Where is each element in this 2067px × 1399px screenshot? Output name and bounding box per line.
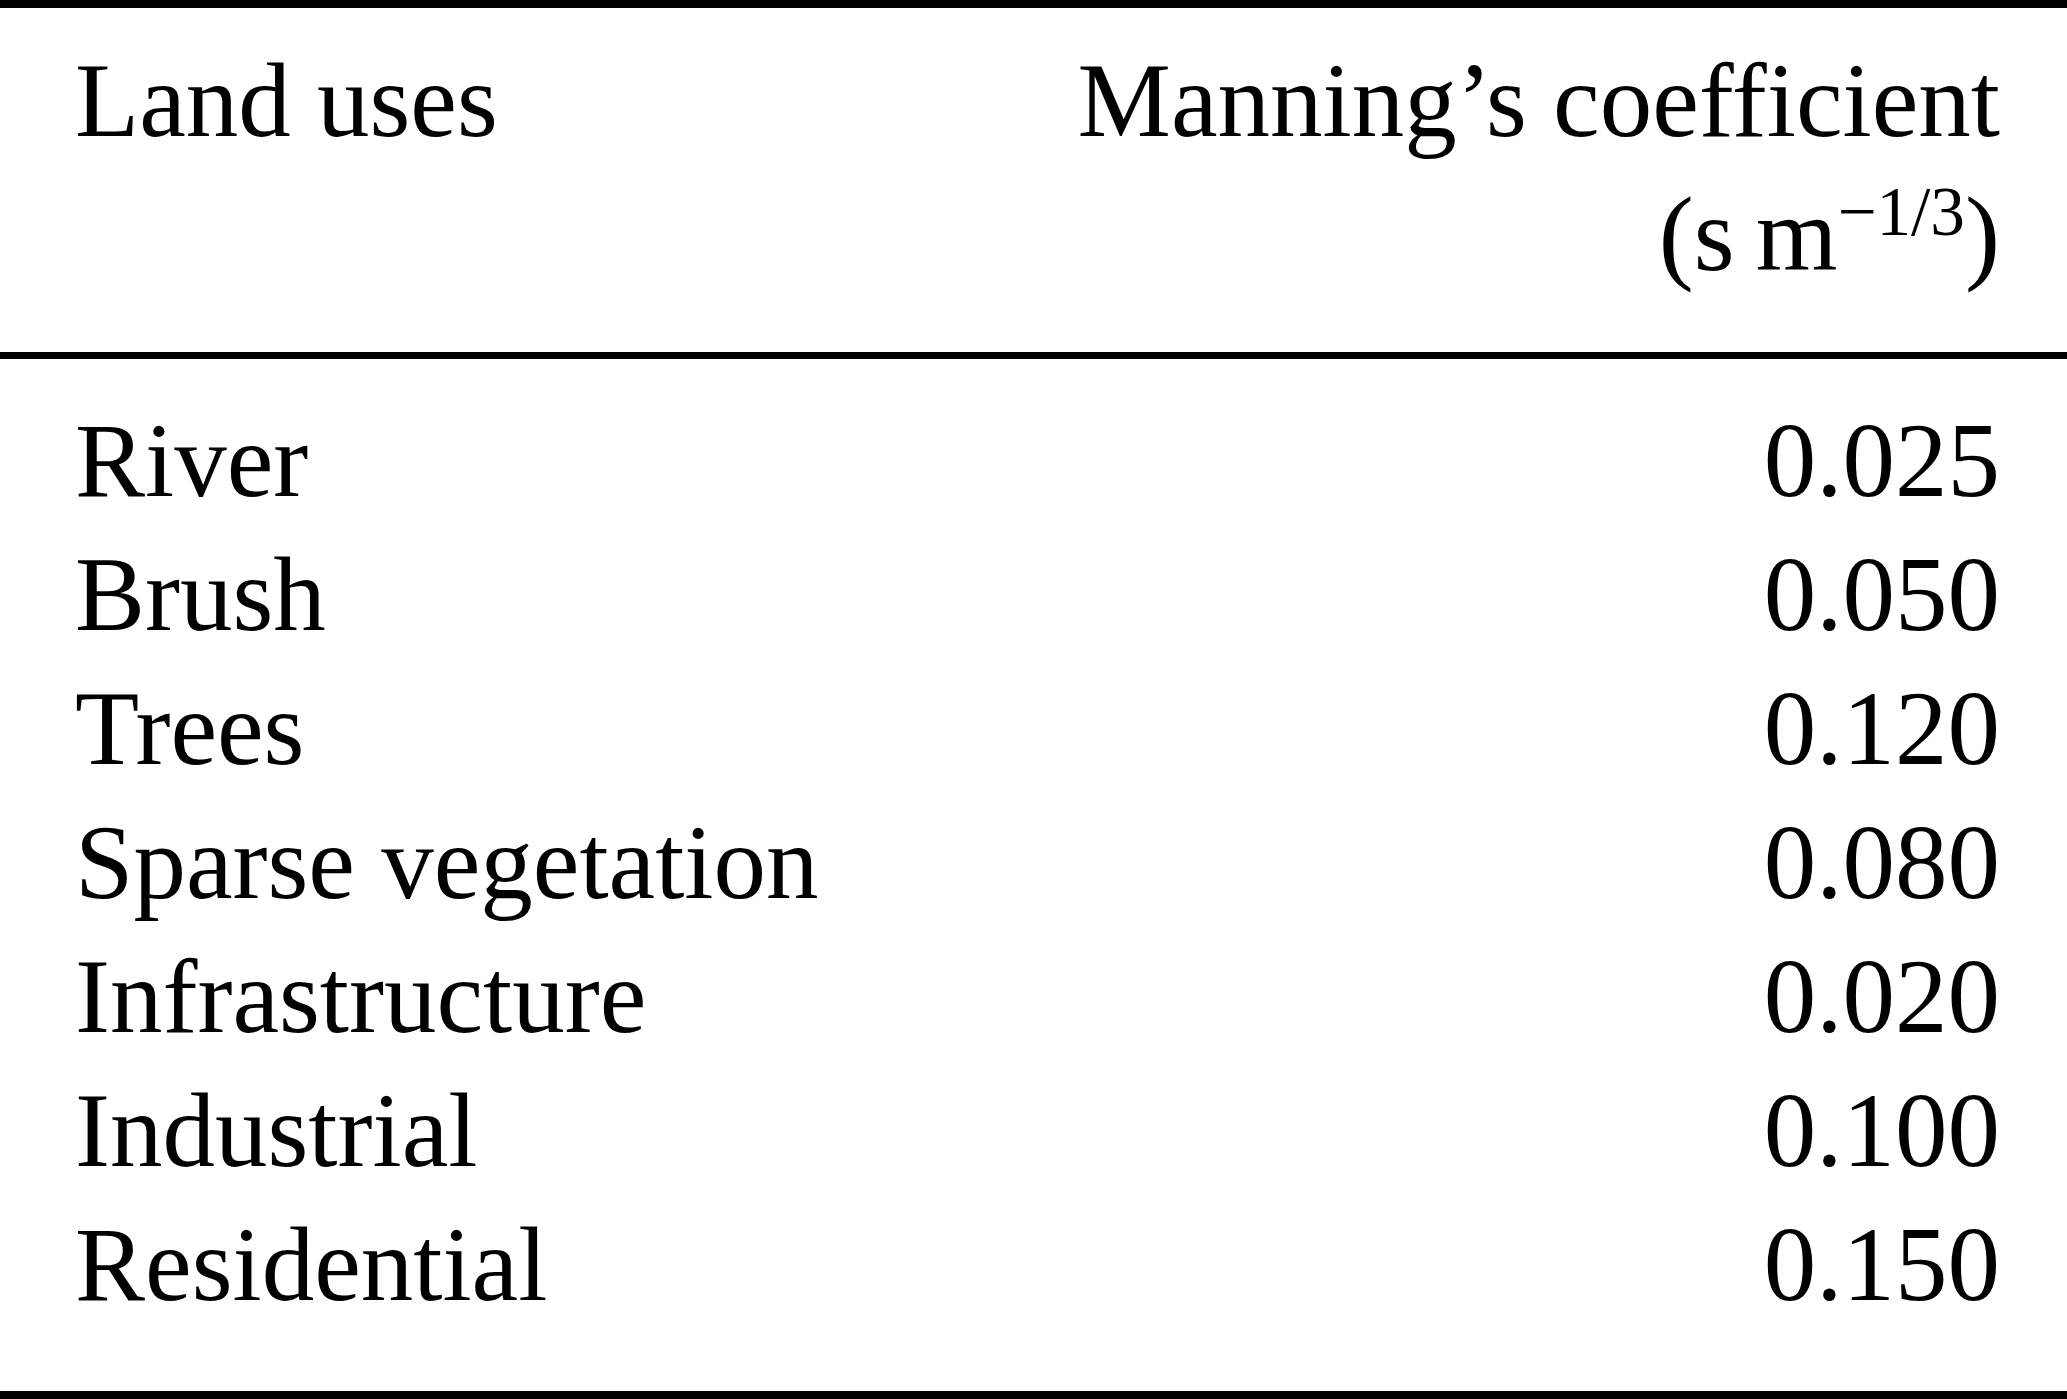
- table-row: Sparse vegetation 0.080: [75, 796, 2000, 930]
- land-use-cell: Trees: [75, 662, 304, 796]
- land-use-cell: Brush: [75, 528, 326, 662]
- unit-close-text: ): [1965, 176, 2000, 293]
- land-use-cell: Industrial: [75, 1064, 477, 1198]
- table-row: Trees 0.120: [75, 662, 2000, 796]
- table-header-row: Land uses Manning’s coefficient (s m−1/3…: [0, 8, 2067, 352]
- table-row: Brush 0.050: [75, 528, 2000, 662]
- coefficient-cell: 0.025: [1764, 394, 2000, 528]
- table-row: Infrastructure 0.020: [75, 930, 2000, 1064]
- coefficient-header-unit: (s m−1/3): [1078, 168, 2000, 302]
- coefficient-cell: 0.150: [1764, 1198, 2000, 1332]
- table-bottom-rule: [0, 1391, 2067, 1399]
- manning-coefficient-table: Land uses Manning’s coefficient (s m−1/3…: [0, 0, 2067, 1399]
- unit-open-text: (s m: [1659, 176, 1838, 293]
- table-top-rule: [0, 0, 2067, 8]
- table-mid-rule: [0, 352, 2067, 359]
- table-row: Industrial 0.100: [75, 1064, 2000, 1198]
- unit-exponent-text: −1/3: [1837, 173, 1965, 250]
- coefficient-header-title: Manning’s coefficient: [1078, 34, 2000, 168]
- land-use-cell: River: [75, 394, 308, 528]
- column-header-mannings-coefficient: Manning’s coefficient (s m−1/3): [1078, 34, 2000, 302]
- coefficient-cell: 0.050: [1764, 528, 2000, 662]
- table-row: Residential 0.150: [75, 1198, 2000, 1332]
- coefficient-cell: 0.120: [1764, 662, 2000, 796]
- land-use-cell: Infrastructure: [75, 930, 646, 1064]
- coefficient-cell: 0.080: [1764, 796, 2000, 930]
- column-header-land-uses: Land uses: [75, 34, 498, 168]
- land-use-cell: Sparse vegetation: [75, 796, 819, 930]
- coefficient-cell: 0.020: [1764, 930, 2000, 1064]
- table-row: River 0.025: [75, 394, 2000, 528]
- coefficient-cell: 0.100: [1764, 1064, 2000, 1198]
- land-use-cell: Residential: [75, 1198, 547, 1332]
- table-body: River 0.025 Brush 0.050 Trees 0.120 Spar…: [0, 359, 2067, 1332]
